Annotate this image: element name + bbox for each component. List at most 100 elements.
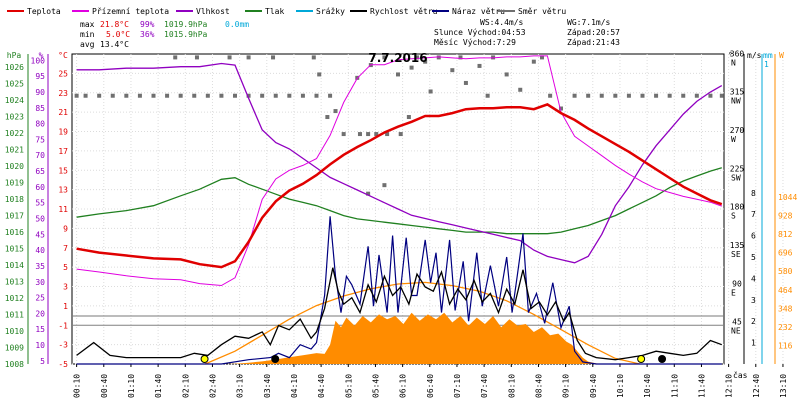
wind-direction-point <box>423 59 428 64</box>
x-tick-label: 08:10 <box>507 374 516 398</box>
hpa-tick-label: 1008 <box>5 360 24 369</box>
hpa-tick-label: 1017 <box>5 212 24 221</box>
temperature-tick-label: 19 <box>58 128 68 137</box>
humidity-tick-label: 85 <box>35 104 45 113</box>
x-tick-label: 03:40 <box>263 374 272 398</box>
wind-direction-point <box>374 132 379 137</box>
wind-direction-point <box>137 93 142 98</box>
x-tick-label: 04:10 <box>290 374 299 398</box>
legend: Teplota Přízemní teplota Vlhkost Tlak Srážky… <box>7 7 566 16</box>
stats-max-temp: 21.8°C <box>100 20 129 29</box>
wind-direction-point <box>539 55 544 60</box>
stats-avg-label: avg <box>80 40 95 49</box>
hpa-tick-label: 1009 <box>5 344 24 353</box>
humidity-tick-label: 20 <box>35 309 45 318</box>
direction-tick-compass: S <box>731 212 736 221</box>
x-tick-label: 05:10 <box>344 374 353 398</box>
wind-direction-point <box>382 55 387 60</box>
humidity-tick-label: 10 <box>35 341 45 350</box>
temperature-tick-label: 9 <box>63 224 68 233</box>
x-tick-label: 11:40 <box>697 374 706 398</box>
moonset-marker <box>658 355 667 363</box>
wind-direction-point <box>124 93 129 98</box>
wind-direction-point <box>333 109 338 114</box>
x-tick-label: 10:10 <box>616 374 625 398</box>
wind-direction-point <box>654 93 659 98</box>
direction-tick-degree: 225 <box>730 164 745 173</box>
wind-direction-point <box>559 106 563 111</box>
wind-direction-point <box>74 93 79 98</box>
direction-tick-degree: 315 <box>730 88 745 97</box>
wind-direction-point <box>613 93 618 98</box>
stats-min-press: 1015.9hPa <box>164 30 208 39</box>
direction-tick-degree: 270 <box>730 126 745 135</box>
x-tick-label: 06:40 <box>426 374 435 398</box>
wind-direction-point <box>463 80 468 85</box>
solar-tick-label: 580 <box>778 267 793 276</box>
x-tick-label: 01:10 <box>127 374 136 398</box>
x-tick-label: 09:10 <box>562 374 571 398</box>
wind-direction-point <box>694 93 699 98</box>
temperature-tick-label: 11 <box>58 205 68 214</box>
wind-direction-point <box>246 93 251 98</box>
temperature-tick-label: 13 <box>58 186 68 195</box>
wind-axis-label: m/s <box>747 51 762 60</box>
stats-max-label: max <box>80 20 95 29</box>
stats-min-hum: 36% <box>140 30 155 39</box>
direction-tick-degree: 45 <box>732 318 742 327</box>
hpa-tick-label: 1023 <box>5 113 24 122</box>
wind-tick-label: 7 <box>751 210 756 219</box>
stats-max-hum: 99% <box>140 20 155 29</box>
direction-tick-compass: NW <box>731 97 741 106</box>
humidity-tick-label: 90 <box>35 88 45 97</box>
wind-tick-label: 6 <box>751 232 756 241</box>
stats-max-rain: 0.0mm <box>225 20 249 29</box>
direction-axis-label: ° <box>728 51 733 60</box>
chart-title: 7.7.2016 <box>368 51 427 65</box>
temperature-tick-label: 1 <box>63 302 68 311</box>
solar-tick-label: 928 <box>778 212 793 221</box>
wind-direction-point <box>194 55 199 60</box>
wind-tick-label: 3 <box>751 296 756 305</box>
direction-tick-degree: 360 <box>730 49 745 58</box>
stats-min-temp: 5.0°C <box>106 30 130 39</box>
wind-direction-point <box>151 93 156 98</box>
solar-tick-label: 696 <box>778 249 793 258</box>
humidity-tick-label: 25 <box>35 294 45 303</box>
sunset-marker <box>637 355 646 363</box>
info-ws: WS:4.4m/s <box>480 18 524 27</box>
x-tick-label: 12:40 <box>752 374 761 398</box>
wind-direction-point <box>485 93 490 98</box>
wind-tick-label: 1 <box>751 339 756 348</box>
wind-tick-label: 8 <box>751 189 756 198</box>
hpa-tick-label: 1010 <box>5 327 24 336</box>
stats-min-label: min <box>80 30 95 39</box>
x-tick-label: 07:10 <box>453 374 462 398</box>
wind-direction-point <box>300 93 305 98</box>
direction-tick-compass: W <box>731 135 736 144</box>
info-moon-set: Západ:21:43 <box>567 38 620 47</box>
wind-direction-point <box>428 89 433 94</box>
humidity-tick-label: 5 <box>40 357 45 366</box>
temperature-tick-label: 3 <box>63 283 68 292</box>
x-tick-label: 00:40 <box>100 374 109 398</box>
hpa-tick-label: 1013 <box>5 278 24 287</box>
wind-direction-point <box>531 59 536 64</box>
wind-direction-point <box>406 115 411 120</box>
wind-direction-point <box>205 93 210 98</box>
x-tick-label: 11:10 <box>670 374 679 398</box>
solar-tick-label: 116 <box>778 341 793 350</box>
x-tick-label: 05:40 <box>371 374 380 398</box>
x-axis-unit: čas <box>733 370 748 380</box>
hpa-tick-label: 1020 <box>5 162 24 171</box>
wind-direction-point <box>271 55 276 60</box>
solar-tick-label: 348 <box>778 304 793 313</box>
legend-label: Tlak <box>265 7 284 16</box>
x-axis: 00:10 00:40 01:10 01:40 02:10 02:40 03:10 03:40… <box>73 364 788 398</box>
temperature-line <box>76 103 723 269</box>
humidity-tick-label: 45 <box>35 230 45 239</box>
hpa-tick-label: 1019 <box>5 179 24 188</box>
temperature-tick-label: 7 <box>63 244 68 253</box>
temperature-axis-label: °C <box>58 51 68 60</box>
